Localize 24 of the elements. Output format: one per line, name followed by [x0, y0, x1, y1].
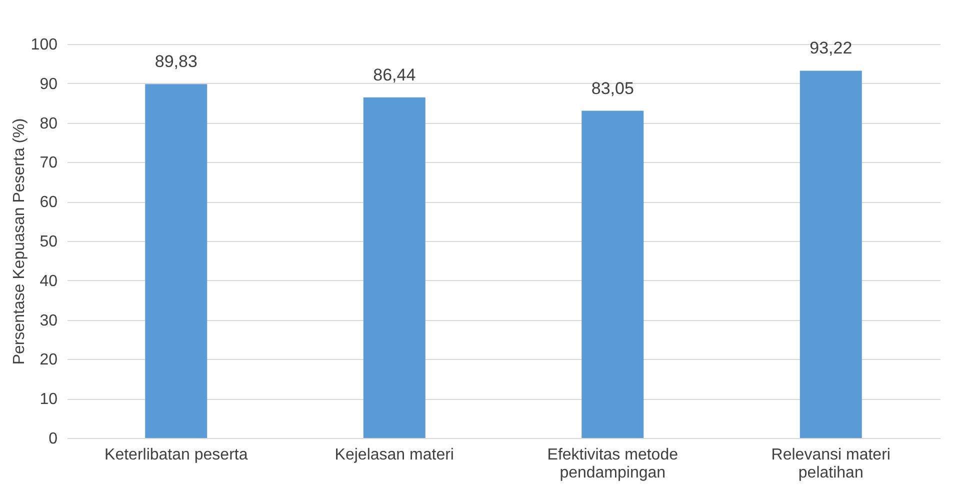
- y-tick-label: 40: [40, 272, 58, 290]
- data-label: 93,22: [810, 38, 852, 58]
- y-tick-label: 0: [48, 430, 58, 448]
- y-axis-title: Persentase Kepuasan Peserta (%): [10, 118, 28, 365]
- y-tick-label: 100: [30, 36, 58, 54]
- x-tick-label: Kejelasan materi: [334, 446, 454, 464]
- y-tick-label: 20: [40, 352, 58, 369]
- bar: [145, 84, 208, 438]
- y-tick-label: 90: [40, 76, 58, 93]
- data-label: 89,83: [154, 52, 198, 72]
- y-tick-label: 80: [40, 115, 58, 132]
- y-tick-label: 10: [40, 391, 58, 408]
- y-tick-label: 50: [40, 234, 58, 250]
- x-tick-label: Keterlibatan peserta: [104, 446, 248, 464]
- data-label: 83,05: [591, 78, 634, 98]
- y-tick-label: 70: [40, 154, 58, 172]
- bar: [363, 97, 426, 438]
- bar: [582, 110, 644, 438]
- y-tick-label: 60: [40, 194, 58, 212]
- y-tick-label: 30: [40, 312, 58, 330]
- data-label: 86,44: [373, 65, 416, 84]
- bar: [800, 70, 862, 438]
- x-tick-label: Efektivitas metode pendampingan: [547, 446, 678, 482]
- x-tick-label: Relevansi materi pelatihan: [771, 446, 890, 482]
